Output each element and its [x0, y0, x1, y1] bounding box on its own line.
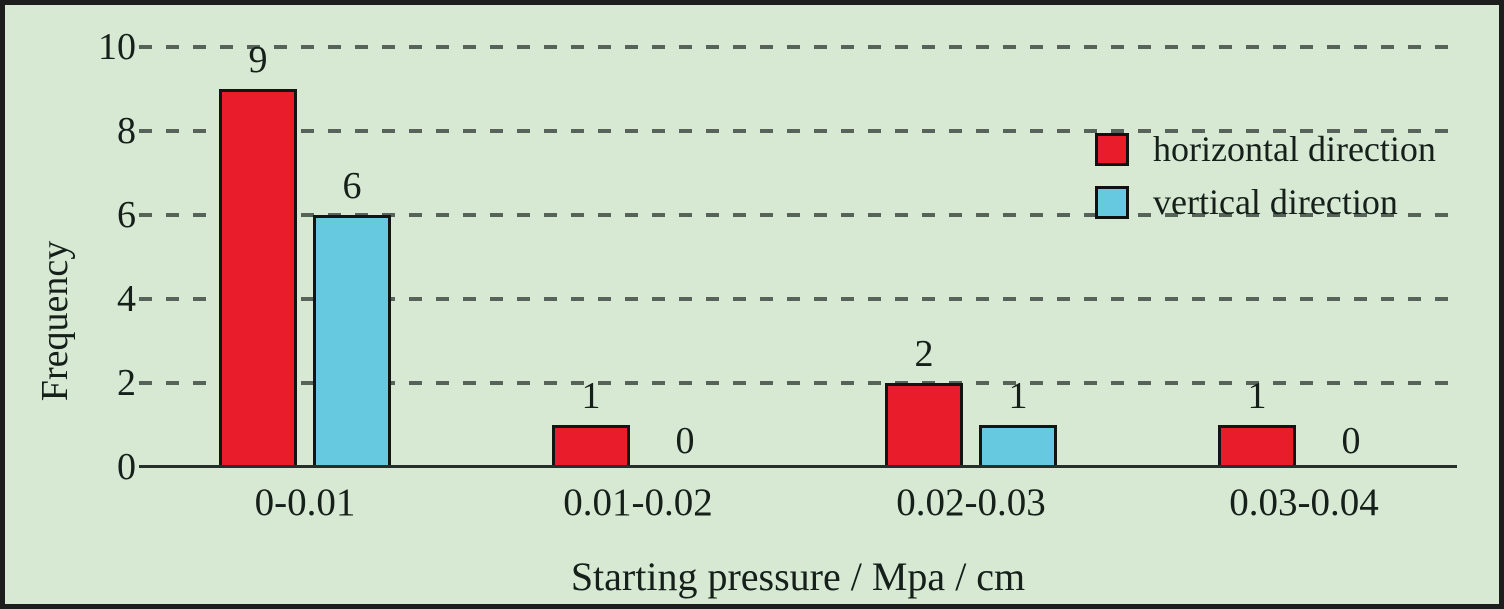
bar-value-label: 1 [1247, 375, 1267, 417]
bar-vertical-2 [979, 425, 1057, 467]
legend-label-vertical: vertical direction [1153, 182, 1398, 222]
x-category-label-0: 0-0.01 [254, 481, 356, 524]
bar-value-label: 2 [914, 333, 934, 375]
bar-horizontal-3 [1218, 425, 1296, 467]
x-category-label-3: 0.03-0.04 [1229, 481, 1379, 524]
bar-value-label-zero: 0 [1341, 420, 1361, 462]
legend-swatch-horizontal-icon [1095, 132, 1129, 166]
gridline-10 [139, 45, 1457, 49]
legend-item-horizontal: horizontal direction [1095, 129, 1436, 169]
gridline-2 [139, 381, 1457, 385]
y-tick-label-10: 10 [98, 26, 136, 68]
gridline-4 [139, 297, 1457, 301]
y-tick-label-2: 2 [117, 362, 136, 404]
legend-label-horizontal: horizontal direction [1153, 129, 1436, 169]
legend: horizontal direction vertical direction [1095, 129, 1436, 235]
x-category-label-1: 0.01-0.02 [563, 481, 713, 524]
gridline-8 [139, 129, 1457, 133]
bar-horizontal-0 [219, 89, 297, 467]
y-tick-label-8: 8 [117, 110, 136, 152]
bar-value-label-zero: 0 [675, 420, 695, 462]
y-tick-label-0: 0 [117, 446, 136, 488]
x-axis-title: Starting pressure / Mpa / cm [570, 554, 1026, 599]
legend-swatch-vertical-icon [1095, 185, 1129, 219]
x-axis-line [139, 465, 1457, 468]
x-category-label-2: 0.02-0.03 [896, 481, 1046, 524]
bar-vertical-0 [313, 215, 391, 467]
y-tick-label-4: 4 [117, 278, 136, 320]
y-axis-title: Frequency [34, 240, 76, 402]
bar-horizontal-1 [552, 425, 630, 467]
bar-value-label: 9 [248, 39, 268, 81]
bar-value-label: 6 [342, 165, 362, 207]
legend-item-vertical: vertical direction [1095, 182, 1436, 222]
gridline-6 [139, 213, 1457, 217]
bar-horizontal-2 [885, 383, 963, 467]
bar-value-label: 1 [581, 375, 601, 417]
bar-value-label: 1 [1008, 375, 1028, 417]
y-tick-label-6: 6 [117, 194, 136, 236]
